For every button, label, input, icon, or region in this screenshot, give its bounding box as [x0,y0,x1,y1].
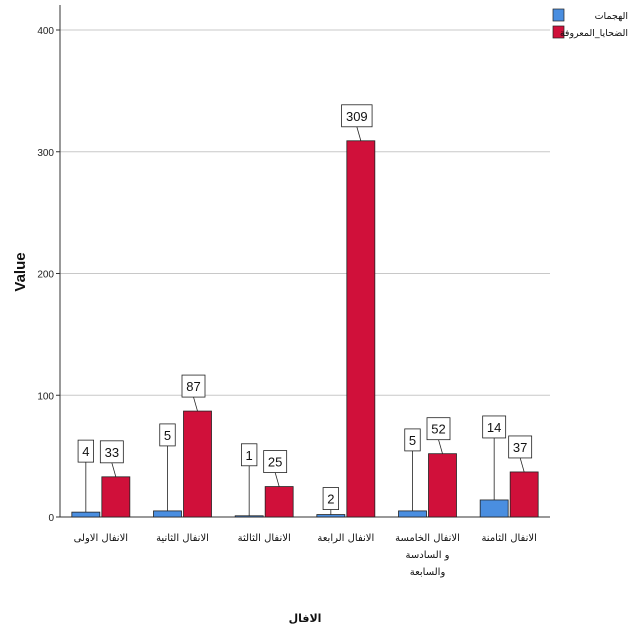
bar-attacks [479,499,509,518]
bar-attacks [234,515,264,518]
bar-victims [101,476,131,518]
y-axis-title: Value [12,252,29,291]
bar-victims [264,486,294,518]
data-label-box [322,487,339,510]
data-labels: 4 33 5 87 1 25 2 309 5 52 14 37 [77,104,533,516]
legend-swatch [552,25,565,39]
data-label-box [77,439,94,463]
y-tick-label: 200 [37,270,54,281]
data-label: 14 [487,420,501,435]
x-axis-categories: الانفال الاولى الانفال الثانية الانفال الث… [74,533,537,578]
x-tick-label: الانفال الثالثة [238,533,291,544]
y-tick-label: 400 [37,26,54,37]
data-label: 37 [513,440,527,455]
data-label: 5 [164,428,171,443]
x-axis-title: الافال [289,612,322,625]
data-label: 25 [268,455,282,470]
y-tick-label: 100 [37,391,54,402]
bar-victims [428,453,457,518]
data-label: 52 [431,422,445,437]
y-tick-label: 0 [48,513,54,524]
data-label-leader [356,126,362,141]
data-label-box [263,450,288,473]
data-label: 1 [246,448,253,463]
legend-swatch [552,8,565,22]
data-label: 309 [346,109,368,124]
bar-attacks [316,514,346,518]
bar-attacks [71,511,101,518]
data-label-box [508,435,533,459]
data-label: 2 [327,492,334,507]
data-label: 33 [105,445,119,460]
x-tick-label: والسابعة [410,567,446,578]
data-label-leader [519,457,525,473]
bar-attacks [398,510,427,518]
data-label: 87 [186,379,200,394]
data-label: 4 [82,444,89,459]
data-label-leader [193,396,198,412]
data-label-box [404,428,421,452]
gridlines [60,29,550,396]
data-label-leader [438,439,443,454]
x-tick-label: الانفال الثامنة [481,533,536,544]
bar-attacks [153,510,182,518]
data-label-leader [274,472,280,487]
x-tick-label: الانفال الاولى [74,533,129,544]
data-label-box [341,104,373,128]
data-label-box [482,415,507,439]
x-tick-label: الانفال الخامسة [395,533,460,544]
data-label-box [159,423,176,447]
x-tick-label: و السادسة [406,550,450,561]
legend-label: الهجمات [595,11,628,22]
data-label: 5 [409,433,416,448]
data-label-box [181,374,206,398]
x-tick-label: الانفال الرابعة [317,533,374,544]
bars [71,140,539,518]
x-tick-label: الانفال الثانية [156,533,209,544]
legend: الهجمات الضحايا_المعروفة [552,8,628,39]
data-label-box [99,440,124,464]
bar-victims [346,140,376,518]
data-label-box [426,417,451,441]
bar-victims [509,471,539,518]
data-label-box [241,443,258,467]
data-label-leader [111,462,117,477]
y-axis: 0 100 200 300 400 [37,5,550,524]
bar-victims [183,410,212,518]
y-tick-label: 300 [37,148,54,159]
legend-label: الضحايا_المعروفة [560,28,628,39]
